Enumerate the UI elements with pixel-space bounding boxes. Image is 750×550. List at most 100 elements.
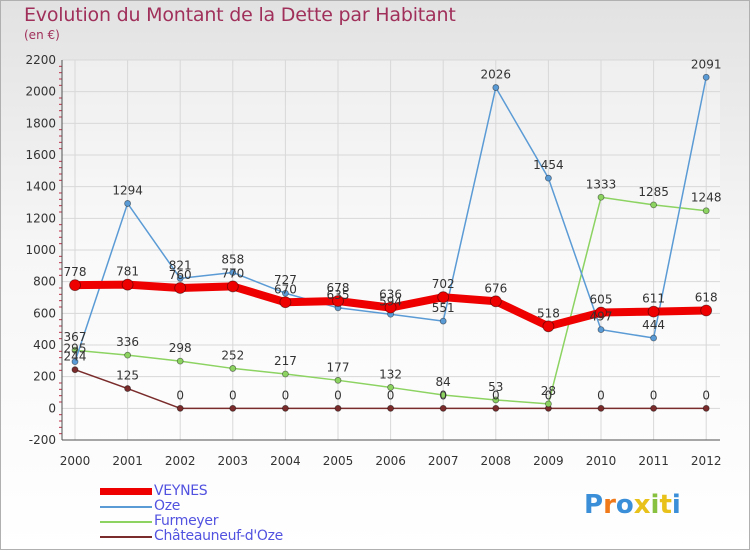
y-tick-label: 0 [48,401,56,415]
data-point-oze [439,317,447,325]
data-label-veynes: 702 [432,277,455,291]
data-label-furmeyer: 336 [116,335,139,349]
data-label-furmeyer: 84 [436,375,451,389]
data-label-ch-teauneuf-d-oze: 0 [492,388,500,402]
x-tick-label: 2010 [586,454,617,468]
data-label-veynes: 518 [537,306,560,320]
data-label-furmeyer: 252 [221,348,244,362]
data-label-veynes: 678 [327,281,350,295]
x-tick-label: 2003 [218,454,249,468]
y-tick-label: 1000 [25,243,56,257]
x-tick-label: 2009 [533,454,564,468]
x-tick-label: 2002 [165,454,196,468]
data-point-veynes [700,304,713,317]
data-label-oze: 821 [169,258,192,272]
data-label-ch-teauneuf-d-oze: 125 [116,369,139,383]
y-tick-label: 400 [33,338,56,352]
y-tick-label: 1400 [25,180,56,194]
logo-letter: t [659,490,672,520]
data-label-veynes: 611 [642,292,665,306]
data-point-veynes [437,291,450,304]
legend-item-furmeyer: Furmeyer [100,513,360,529]
x-tick-label: 2008 [481,454,512,468]
data-label-furmeyer: 298 [169,341,192,355]
data-label-ch-teauneuf-d-oze: 0 [334,388,342,402]
legend-item-veynes: VEYNES [100,483,360,499]
legend-label-chateauneuf-doze: Châteauneuf-d'Oze [154,528,283,544]
y-tick-label: 1200 [25,211,56,225]
logo-letter: P [584,490,604,520]
data-point-ch-teauneuf-d-oze [124,385,131,392]
data-point-oze [124,200,131,207]
legend-item-oze: Oze [100,498,360,514]
data-point-oze [176,274,184,282]
data-label-furmeyer: 132 [379,367,402,381]
data-label-ch-teauneuf-d-oze: 0 [229,388,237,402]
data-point-veynes [121,278,134,291]
data-point-oze [650,334,657,342]
data-label-veynes: 778 [64,265,87,279]
y-tick-label: 2200 [25,53,56,67]
data-label-ch-teauneuf-d-oze: 0 [387,388,395,402]
data-label-furmeyer: 367 [64,330,87,344]
data-label-oze: 551 [432,301,455,315]
data-label-veynes: 618 [695,290,718,304]
data-point-veynes [647,305,660,318]
proxiti-logo: Proxiti [584,490,681,520]
data-point-furmeyer [176,357,184,365]
data-label-veynes: 636 [379,288,402,302]
data-point-veynes [174,282,187,294]
data-label-oze: 635 [327,288,350,302]
x-tick-label: 2000 [60,454,91,468]
data-point-ch-teauneuf-d-oze [387,404,395,412]
data-point-ch-teauneuf-d-oze [492,404,500,412]
data-point-oze [229,269,237,276]
data-point-oze [597,326,605,334]
data-label-ch-teauneuf-d-oze: 0 [282,388,290,402]
legend-swatch-veynes [100,488,152,495]
data-point-furmeyer [597,193,605,201]
data-label-oze: 858 [221,252,244,266]
data-label-veynes: 676 [484,281,507,295]
data-point-oze [545,174,552,182]
logo-letter: i [671,490,681,520]
data-label-ch-teauneuf-d-oze: 0 [439,388,447,402]
legend-label-oze: Oze [154,498,181,514]
data-label-oze: 295 [64,342,87,356]
data-label-ch-teauneuf-d-oze: 0 [650,388,658,402]
data-label-oze: 2026 [481,68,512,82]
data-point-furmeyer [71,346,79,354]
data-label-oze: 1454 [533,158,564,172]
data-point-furmeyer [650,201,657,209]
data-point-furmeyer [492,396,500,404]
data-point-veynes [542,320,555,333]
legend-swatch-furmeyer [100,521,152,523]
legend-item-chateauneuf-doze: Châteauneuf-d'Oze [100,528,360,544]
x-tick-label: 2004 [270,454,301,468]
y-tick-label: 1600 [25,148,56,162]
chart-subtitle: (en €) [24,28,60,42]
data-point-oze [71,358,79,366]
data-point-furmeyer [124,351,131,359]
y-tick-label: 2000 [25,85,56,99]
y-tick-label: 600 [33,306,56,320]
data-point-veynes [595,306,607,319]
data-point-ch-teauneuf-d-oze [71,366,79,374]
data-point-ch-teauneuf-d-oze [281,404,289,412]
data-label-oze: 727 [274,273,297,287]
logo-letter: i [650,490,660,520]
data-label-furmeyer: 53 [488,380,503,394]
data-point-furmeyer [334,376,342,384]
data-point-furmeyer [439,391,447,399]
data-point-veynes [279,296,292,309]
data-point-veynes [226,280,239,293]
data-point-veynes [69,279,81,292]
logo-letter: r [603,490,616,520]
legend-label-veynes: VEYNES [154,483,208,499]
logo-letter: x [633,490,651,520]
legend-swatch-oze [100,506,152,508]
data-label-oze: 2091 [691,57,722,71]
y-tick-label: 200 [33,370,56,384]
series-lines [69,73,713,412]
data-point-ch-teauneuf-d-oze [229,404,237,412]
